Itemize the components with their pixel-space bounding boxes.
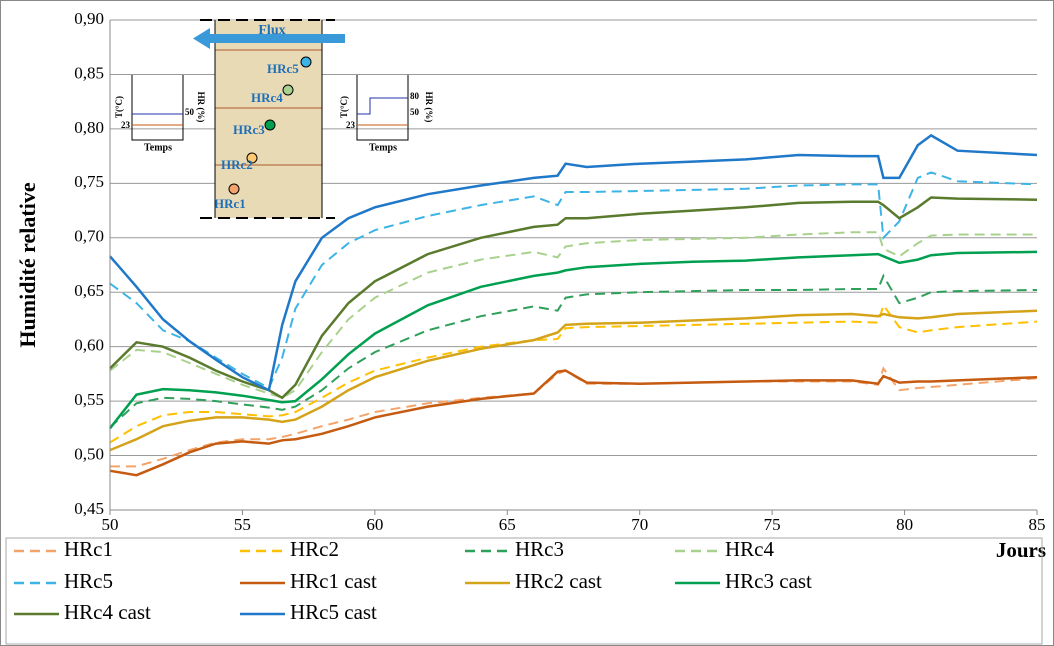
mini-y2-label: HR (%) <box>196 92 206 123</box>
inset: Flux HRc1 HRc2 HRc3 HRc4 HRc5 T(°C) HR (… <box>114 19 434 219</box>
mini-y-label: T(°C) <box>114 96 124 118</box>
mini-y-label: T(°C) <box>339 96 349 118</box>
flux-arrow-head <box>193 28 210 49</box>
sensor-label: HRc2 <box>221 157 253 172</box>
mini-y2-label: HR (%) <box>424 92 434 123</box>
x-axis-title: Jours <box>996 538 1046 562</box>
mini-hr-label: 50 <box>410 107 420 117</box>
y-tick-label: 0,45 <box>74 499 104 518</box>
mini-hr-label: 80 <box>410 91 420 101</box>
legend-box <box>5 537 1043 645</box>
sensor-label: HRc5 <box>267 61 299 76</box>
y-tick-label: 0,50 <box>74 444 104 463</box>
x-tick-label: 65 <box>499 515 516 534</box>
sensor-label: HRc1 <box>214 196 246 211</box>
y-tick-label: 0,80 <box>74 118 104 137</box>
mini-t-label: 23 <box>121 120 131 130</box>
series-line <box>109 309 1038 452</box>
y-tick-label: 0,90 <box>74 9 104 28</box>
series-line <box>109 303 1038 444</box>
legend-label: HRc3 cast <box>725 569 812 593</box>
legend: HRc1 HRc2 HRc3 HRc4 HRc5 HRc1 cast HRc2 cast HR… <box>14 537 812 624</box>
series-line <box>109 369 1038 477</box>
sensor <box>282 84 294 96</box>
series-line <box>110 366 1038 468</box>
mini-hr-label: 50 <box>185 107 195 117</box>
mini-axes <box>356 75 409 141</box>
legend-label: HRc3 <box>515 537 564 561</box>
legend-label: HRc1 cast <box>290 569 377 593</box>
x-tick-label: 75 <box>764 515 781 534</box>
legend-label: HRc4 cast <box>64 600 151 624</box>
sensor <box>228 183 240 195</box>
x-tick-label: 80 <box>896 515 913 534</box>
legend-label: HRc2 <box>290 537 339 561</box>
series-line <box>109 196 1038 400</box>
x-tick-label: 50 <box>102 515 119 534</box>
mini-line <box>357 97 408 115</box>
mini-t-label: 23 <box>346 120 356 130</box>
x-tick-label: 55 <box>234 515 251 534</box>
y-tick-label: 0,65 <box>74 281 104 300</box>
mini-x-label: Temps <box>144 142 172 153</box>
series-line <box>109 231 1037 399</box>
sensor <box>246 152 258 164</box>
series-line <box>109 171 1038 390</box>
legend-label: HRc2 cast <box>515 569 602 593</box>
y-tick-label: 0,85 <box>74 63 104 82</box>
plot-area <box>109 19 1038 511</box>
y-tick-label: 0,75 <box>74 172 104 191</box>
flux-arrow <box>208 34 345 43</box>
legend-label: HRc4 <box>725 537 774 561</box>
y-tick-label: 0,60 <box>74 336 104 355</box>
legend-label: HRc5 cast <box>290 600 377 624</box>
sensor <box>264 119 276 131</box>
y-axis-title: Humidité relative <box>15 182 40 347</box>
series-line <box>109 273 1038 428</box>
sensor-label: HRc3 <box>233 122 265 137</box>
series-line <box>109 133 1038 393</box>
mini-x-label: Temps <box>369 142 397 153</box>
series-line <box>109 250 1038 430</box>
y-tick-label: 0,70 <box>74 227 104 246</box>
y-tick-label: 0,55 <box>74 390 104 409</box>
x-tick-label: 70 <box>631 515 648 534</box>
sensor-label: HRc4 <box>251 90 283 105</box>
legend-label: HRc5 <box>64 569 113 593</box>
sensor <box>300 56 312 68</box>
flux-label: Flux <box>258 23 285 38</box>
mini-axes <box>131 75 184 141</box>
x-tick-label: 85 <box>1029 515 1046 534</box>
legend-label: HRc1 <box>64 537 113 561</box>
x-tick-label: 60 <box>366 515 383 534</box>
